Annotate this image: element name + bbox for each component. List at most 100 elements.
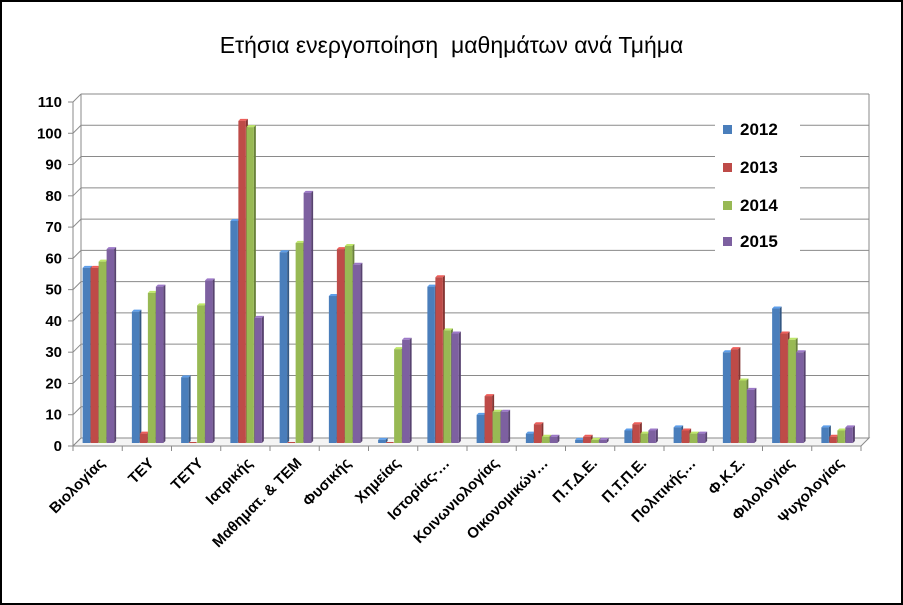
bar-2015-7-top <box>451 331 461 334</box>
bar-2015-2 <box>205 280 213 443</box>
bar-2015-4-top <box>303 190 314 193</box>
bar-2015-9-side <box>557 434 560 443</box>
bar-2015-13 <box>746 389 755 443</box>
y-tick-label: 100 <box>37 125 62 142</box>
bar-2012-5-top <box>328 294 339 297</box>
legend-swatch-2012 <box>723 125 732 135</box>
bar-2013-3 <box>238 120 246 444</box>
bar-2012-7 <box>427 286 435 443</box>
bar-2014-14 <box>788 339 796 443</box>
bar-2013-7-top <box>435 275 445 278</box>
bar-2012-3 <box>230 220 238 443</box>
bar-2014-2-top <box>197 303 207 306</box>
bar-2014-13 <box>738 380 747 443</box>
legend-item-2015: 2015 <box>723 232 778 252</box>
grid-depth-line <box>72 281 82 290</box>
bar-2014-14-top <box>788 337 798 340</box>
grid-depth-line <box>72 312 82 322</box>
bar-2012-0 <box>82 267 91 443</box>
y-tick-label: 0 <box>54 438 62 455</box>
legend-swatch-2014 <box>723 201 732 211</box>
legend-item-2013: 2013 <box>723 158 778 178</box>
legend: 2012 2013 2014 2015 <box>715 115 800 263</box>
bar-2014-8 <box>492 411 501 443</box>
bar-2015-1-top <box>155 284 166 287</box>
bar-2012-7-top <box>427 284 437 287</box>
bar-2013-5-top <box>336 247 347 250</box>
bar-2014-10 <box>591 439 599 443</box>
bar-2015-6 <box>402 339 410 443</box>
bar-2015-8 <box>500 411 509 443</box>
bar-2014-12-top <box>689 431 700 434</box>
x-tick-label: ΤΕΤΥ <box>168 455 207 494</box>
bar-2015-2-side <box>212 278 215 443</box>
bar-2012-2-top <box>181 375 191 378</box>
grid-depth-line <box>72 187 82 197</box>
bar-2013-10 <box>583 436 591 443</box>
x-tick-label: Φ.Κ.Σ. <box>705 455 749 499</box>
bar-2013-6 <box>386 442 394 443</box>
bar-2013-8-top <box>484 394 495 397</box>
grid-depth-line <box>72 343 82 353</box>
bar-2012-9-top <box>525 431 536 434</box>
bar-2014-2 <box>197 305 205 443</box>
bar-2012-1-top <box>131 309 142 312</box>
bar-2015-11 <box>648 430 656 443</box>
bar-2015-0-side <box>114 247 117 443</box>
bar-2013-14 <box>780 333 788 443</box>
bar-2015-10 <box>599 439 607 443</box>
legend-label-2014: 2014 <box>740 196 778 215</box>
grid-depth-line <box>72 156 82 165</box>
bar-2012-15 <box>821 427 829 443</box>
bar-2012-15-top <box>821 425 831 428</box>
bar-2013-8 <box>484 396 493 443</box>
bar-2015-7-side <box>458 331 461 443</box>
bar-2012-8 <box>476 414 485 443</box>
legend-item-2012: 2012 <box>723 120 778 140</box>
bar-2015-14-side <box>803 350 806 443</box>
bar-2013-11 <box>632 424 640 443</box>
bar-2015-8-top <box>500 409 511 412</box>
grid-depth-line <box>72 375 82 384</box>
bar-2015-14-top <box>796 350 806 353</box>
bar-2015-6-top <box>402 337 412 340</box>
bar-2012-8-top <box>476 412 487 415</box>
y-tick-label: 70 <box>45 219 62 236</box>
bar-2014-6 <box>394 349 402 443</box>
bar-2013-9 <box>533 424 542 443</box>
legend-label-2015: 2015 <box>740 232 778 251</box>
bar-2014-5-top <box>344 243 355 246</box>
bar-2012-0-top <box>82 265 93 268</box>
bar-2013-12-top <box>681 428 692 431</box>
bar-2015-13-top <box>746 387 757 390</box>
bar-2015-7 <box>451 333 459 443</box>
bar-2015-1-side <box>163 284 166 443</box>
bar-2015-12-top <box>697 431 708 434</box>
legend-swatch-2015 <box>723 237 732 247</box>
bar-2015-3-side <box>261 315 264 443</box>
y-tick-label: 110 <box>38 94 62 111</box>
bar-2014-6-top <box>394 347 404 350</box>
bar-2015-14 <box>796 352 804 443</box>
bar-2013-12 <box>681 430 690 443</box>
bar-2015-11-top <box>648 428 658 431</box>
bar-2015-10-top <box>599 437 609 440</box>
bar-2012-12 <box>673 427 682 443</box>
bar-2015-5-top <box>352 262 363 265</box>
y-tick-label: 40 <box>45 313 62 330</box>
bar-2014-13-top <box>738 378 749 381</box>
legend-label-2012: 2012 <box>740 120 778 139</box>
bar-2013-3-top <box>238 118 248 121</box>
bar-2013-4 <box>287 442 296 443</box>
bar-2012-3-top <box>230 218 240 221</box>
bar-2013-13-top <box>730 347 741 350</box>
bar-2015-1 <box>155 286 164 443</box>
bar-2012-13 <box>722 352 731 443</box>
y-tick-label: 90 <box>45 157 62 174</box>
bar-2014-0 <box>98 261 107 443</box>
bar-2015-9 <box>549 436 558 443</box>
bar-2014-8-top <box>492 409 503 412</box>
bar-2012-14 <box>772 308 780 443</box>
bar-2015-15-side <box>852 425 855 443</box>
x-tick-label: Φυσικής <box>300 455 355 510</box>
